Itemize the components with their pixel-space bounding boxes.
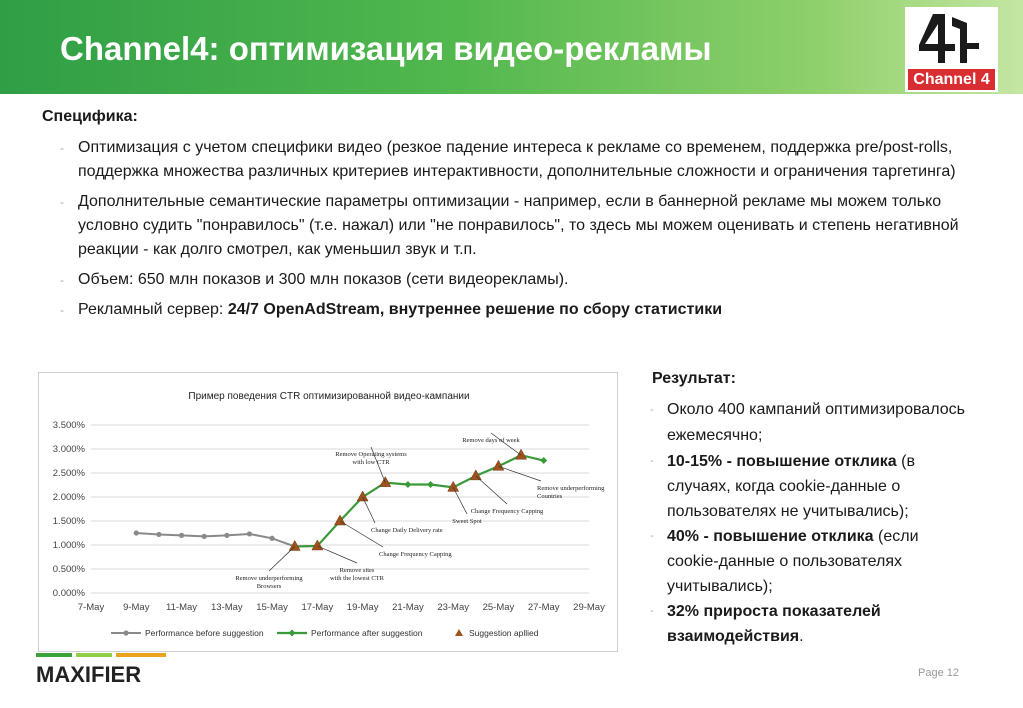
list-item: Около 400 кампаний оптимизировалось ежем… — [650, 397, 970, 449]
y-tick-label: 3.000% — [53, 444, 86, 455]
page-number: Page 12 — [918, 667, 959, 679]
data-point-before — [156, 531, 162, 538]
annotation-arrow — [362, 496, 376, 524]
suggestion-marker — [379, 476, 392, 487]
channel4-logo-text: Channel 4 — [908, 69, 995, 90]
y-tick-label: 2.000% — [53, 492, 86, 503]
data-point-after — [427, 481, 435, 489]
x-tick-label: 7-May — [78, 602, 105, 613]
suggestion-marker — [492, 459, 505, 471]
y-tick-label: 0.000% — [53, 588, 86, 599]
legend-label-suggestion: Suggestion apllied — [469, 628, 539, 638]
x-tick-label: 25-May — [483, 602, 515, 613]
x-tick-label: 23-May — [437, 602, 469, 613]
ctr-chart-svg: Пример поведения CTR оптимизированной ви… — [53, 391, 605, 638]
suggestion-marker — [356, 490, 369, 502]
data-point-before — [269, 535, 275, 541]
channel4-logo: Channel 4 — [905, 7, 998, 92]
x-tick-label: 21-May — [392, 602, 424, 613]
annotation-arrow — [452, 487, 468, 515]
data-point-before — [246, 531, 253, 537]
suggestion-marker — [469, 469, 482, 481]
list-item: 32% прироста показателей взаимодействия. — [650, 599, 970, 649]
legend-marker-suggestion — [455, 629, 463, 636]
chart-title: Пример поведения CTR оптимизированной ви… — [188, 391, 469, 402]
list-item: Дополнительные семантические параметры о… — [60, 190, 1000, 262]
x-tick-label: 11-May — [166, 602, 197, 613]
annotation-label: Countries — [537, 493, 563, 500]
y-tick-label: 2.500% — [53, 468, 86, 479]
annotation-label: Remove sites — [340, 567, 375, 574]
annotation-arrow — [490, 432, 522, 456]
x-tick-label: 19-May — [347, 602, 379, 613]
ctr-chart: Пример поведения CTR оптимизированной ви… — [38, 372, 618, 652]
legend-label-before: Performance before suggestion — [145, 628, 264, 638]
suggestion-marker — [515, 448, 528, 460]
data-point-after — [540, 457, 548, 465]
y-tick-label: 3.500% — [53, 420, 86, 431]
y-tick-label: 0.500% — [53, 564, 86, 575]
annotation-label: with the lowest CTR — [330, 575, 385, 582]
specifics-list: Оптимизация с учетом специфики видео (ре… — [60, 136, 1000, 328]
data-point-before — [178, 532, 185, 538]
header-bar: Channel4: оптимизация видео-рекламы Chan… — [0, 0, 1023, 94]
suggestion-marker — [288, 539, 301, 551]
x-tick-label: 15-May — [256, 602, 288, 613]
data-point-before — [224, 532, 230, 538]
annotation-arrow — [268, 546, 295, 572]
list-item: Оптимизация с учетом специфики видео (ре… — [60, 136, 1000, 184]
list-item: 40% - повышение отклика (если cookie-дан… — [650, 524, 970, 599]
x-tick-label: 9-May — [123, 602, 150, 613]
annotation-arrow — [339, 520, 384, 548]
maxifier-logo: MAXIFIER — [36, 653, 166, 685]
data-point-before — [201, 533, 207, 539]
annotation-arrow — [475, 475, 508, 505]
annotation-arrow — [317, 545, 358, 564]
annotation-label: Remove Operating systems — [335, 451, 407, 458]
annotation-label: Change Frequency Capping — [471, 508, 544, 515]
list-item: 10-15% - повышение отклика (в случаях, к… — [650, 449, 970, 524]
annotation-label: Change Frequency Capping — [379, 551, 452, 558]
maxifier-logo-text: MAXIFIER — [36, 662, 141, 685]
results-title: Результат: — [652, 370, 736, 387]
page-title: Channel4: оптимизация видео-рекламы — [60, 30, 712, 67]
legend-marker-before — [123, 630, 129, 636]
annotation-label: Remove underperforming — [537, 485, 605, 492]
data-point-after — [404, 481, 412, 489]
data-point-before — [133, 530, 139, 536]
x-tick-label: 27-May — [528, 602, 560, 613]
specifics-title: Специфика: — [42, 108, 138, 125]
annotation-label: Sweet Spot — [452, 518, 482, 525]
legend-label-after: Performance after suggestion — [311, 628, 423, 638]
annotation-label: Browsers — [257, 583, 282, 590]
annotation-label: Remove days of week — [462, 437, 520, 444]
y-tick-label: 1.000% — [53, 540, 86, 551]
results-list: Около 400 кампаний оптимизировалось ежем… — [650, 397, 970, 649]
annotation-arrow — [370, 446, 386, 483]
x-tick-label: 29-May — [573, 602, 605, 613]
y-tick-label: 1.500% — [53, 516, 86, 527]
annotation-label: with low CTR — [352, 459, 390, 466]
channel4-four-icon — [919, 14, 979, 63]
annotation-label: Change Daily Delivery rate — [371, 527, 443, 534]
list-item: Рекламный сервер: 24/7 OpenAdStream, вну… — [60, 298, 1000, 322]
x-tick-label: 13-May — [211, 602, 243, 613]
x-tick-label: 17-May — [302, 602, 334, 613]
suggestion-marker — [447, 480, 460, 492]
annotation-label: Remove underperforming — [235, 575, 303, 582]
annotation-arrow — [498, 465, 542, 482]
list-item: Объем: 650 млн показов и 300 млн показов… — [60, 268, 1000, 292]
legend-marker-after — [288, 629, 296, 637]
